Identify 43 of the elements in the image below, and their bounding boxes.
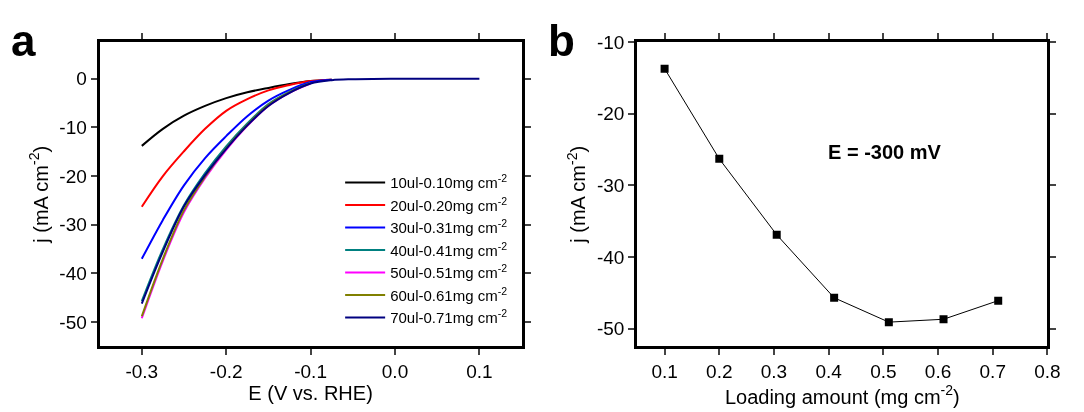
legend-label: 40ul-0.41mg cm$^{-2}$ [390,239,508,259]
point [660,64,669,73]
chart-title: a [11,16,36,65]
point [994,296,1003,305]
x-tick-label: -0.2 [209,361,243,383]
y-tick-label: -40 [59,263,87,285]
y-tick-label: -50 [59,311,87,333]
point [715,154,724,163]
y-tick-label: -10 [59,117,87,139]
x-tick-label: -0.3 [125,361,159,383]
y-tick-label: -30 [596,175,625,197]
legend-label: 50ul-0.51mg cm$^{-2}$ [390,262,508,282]
x-tick-label: 0.3 [760,361,788,383]
legend-label: 70ul-0.71mg cm$^{-2}$ [390,307,508,327]
point [884,318,893,327]
point [830,293,839,302]
y-tick-label: -30 [59,214,87,236]
chart-title: b [548,16,575,65]
x-tick-label: 0.7 [979,361,1006,383]
y-tick-label: -10 [596,31,625,53]
legend-label: 60ul-0.61mg cm$^{-2}$ [390,284,508,304]
x-tick-label: 0.1 [466,361,493,383]
x-axis-title: E (V vs. RHE) [248,382,373,405]
x-tick-label: 0.6 [924,361,952,383]
y-tick-label: -40 [596,246,625,268]
x-tick-label: 0.2 [706,361,733,383]
y-tick-label: -20 [59,165,87,187]
y-tick-label: -50 [596,318,625,340]
y-tick-label: -20 [596,103,625,125]
x-tick-label: 0.8 [1034,361,1061,383]
x-tick-label: 0.1 [651,361,678,383]
point [772,230,781,239]
x-axis-title: Loading amount (mg cm$^{-2}$) [724,382,960,408]
point [939,315,948,324]
x-tick-label: -0.1 [294,361,327,383]
y-tick-label: 0 [76,68,87,90]
x-tick-label: 0.4 [815,361,843,383]
annotation: E = -300 mV [828,141,942,163]
x-tick-label: 0.0 [381,361,409,383]
legend-label: 30ul-0.31mg cm$^{-2}$ [390,217,508,237]
legend-label: 10ul-0.10mg cm$^{-2}$ [390,172,508,192]
legend-label: 20ul-0.20mg cm$^{-2}$ [390,194,508,214]
x-tick-label: 0.5 [870,361,897,383]
